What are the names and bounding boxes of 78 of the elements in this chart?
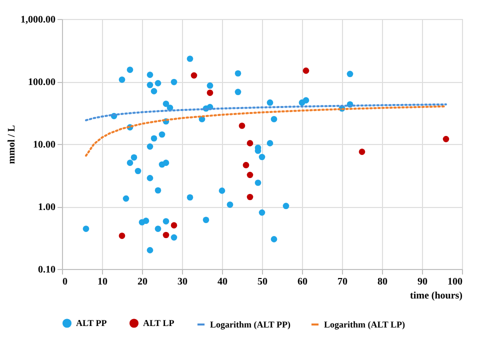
point (130, 154, 138, 161)
point (154, 187, 162, 194)
x-tick-label: 50 (258, 276, 268, 288)
x-tick-label: 80 (378, 276, 388, 288)
point (234, 70, 242, 77)
point (346, 70, 354, 78)
point (150, 135, 158, 142)
point (122, 195, 130, 202)
x-tick-label: 60 (298, 276, 308, 288)
legend-label: Logarithm (ALT LP) (324, 320, 406, 330)
point (242, 162, 250, 168)
point (246, 140, 254, 146)
point (282, 202, 290, 210)
x-tick-label: 10 (98, 276, 108, 288)
point (150, 88, 158, 94)
point (126, 160, 134, 166)
point (266, 140, 274, 146)
point (126, 66, 134, 73)
point (170, 78, 178, 86)
y-tick-label: 1.00 (38, 202, 56, 213)
point (266, 99, 274, 106)
point (206, 90, 214, 96)
legend-label: ALT PP (76, 318, 108, 328)
point (234, 88, 242, 96)
x-tick-label: 30 (178, 276, 188, 288)
point (258, 154, 266, 160)
point (202, 216, 210, 224)
legend-label: Logarithm (ALT PP) (210, 320, 291, 330)
point (162, 232, 170, 238)
point (142, 218, 150, 224)
point (258, 209, 266, 216)
point (146, 247, 154, 254)
point (270, 116, 278, 122)
legend-label: ALT LP (143, 318, 175, 328)
point (358, 148, 366, 155)
point (246, 194, 254, 200)
point (146, 143, 154, 150)
point (162, 100, 170, 107)
point (186, 194, 194, 201)
point (254, 180, 262, 186)
point (226, 202, 234, 208)
point (206, 82, 214, 89)
x-tick-label: 40 (218, 276, 228, 288)
line-series (85, 105, 447, 157)
point (246, 172, 254, 178)
point (170, 222, 178, 228)
point (118, 232, 126, 239)
point (154, 226, 162, 232)
point (118, 76, 126, 83)
x-tick-label: 20 (138, 276, 148, 288)
y-tick-label: 0.10 (38, 264, 56, 276)
y-tick-label: 10.00 (33, 140, 56, 150)
point (186, 56, 194, 62)
point (146, 72, 154, 78)
x-axis-title: time (hours) (410, 290, 462, 302)
point (162, 218, 170, 224)
point (170, 234, 178, 241)
point (158, 131, 166, 138)
point (134, 168, 142, 174)
y-tick-label: 100.00 (28, 77, 56, 88)
y-axis-title: mmol / L (6, 124, 18, 164)
point (218, 188, 226, 194)
point (442, 136, 450, 142)
point (154, 80, 162, 86)
point (146, 82, 154, 88)
point (238, 122, 246, 129)
point (146, 174, 154, 182)
x-tick-label: 0 (62, 276, 68, 288)
point (302, 68, 310, 74)
x-tick-label: 90 (418, 276, 428, 288)
point (190, 72, 198, 79)
point (270, 236, 278, 242)
x-tick-label: 70 (338, 276, 348, 288)
y-tick-label: 1,000.00 (20, 14, 56, 26)
point (82, 226, 90, 232)
x-tick-label: 100 (448, 276, 462, 288)
point (302, 97, 310, 104)
point (162, 160, 170, 166)
